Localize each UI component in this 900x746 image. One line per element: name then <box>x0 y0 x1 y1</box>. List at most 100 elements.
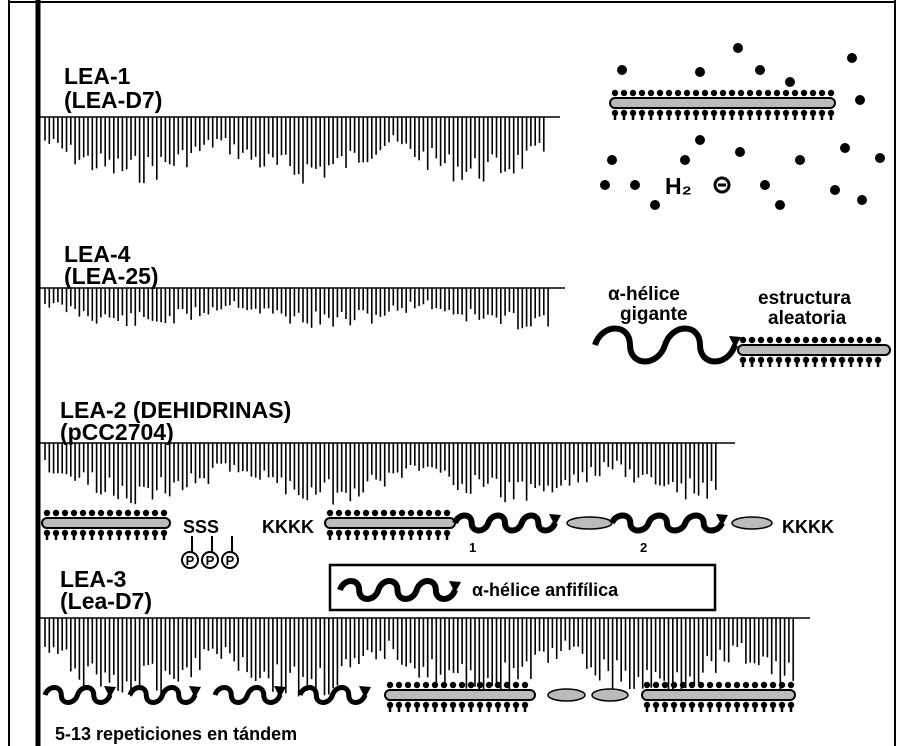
random-label: estructura <box>758 288 851 309</box>
water-molecule <box>855 95 865 105</box>
bead <box>644 682 650 688</box>
bead <box>783 90 789 96</box>
bead <box>758 337 764 343</box>
bead <box>812 337 818 343</box>
bead <box>495 682 501 688</box>
bead <box>435 510 441 516</box>
water-molecule <box>680 155 690 165</box>
bead <box>399 510 405 516</box>
bead <box>749 337 755 343</box>
bead <box>662 682 668 688</box>
bead <box>803 337 809 343</box>
bead <box>738 90 744 96</box>
bead <box>689 682 695 688</box>
bead <box>653 682 659 688</box>
water-molecule <box>795 155 805 165</box>
bead <box>756 90 762 96</box>
bead <box>785 337 791 343</box>
bead <box>396 682 402 688</box>
bead <box>830 337 836 343</box>
bead <box>116 510 122 516</box>
bead <box>648 90 654 96</box>
bead <box>381 510 387 516</box>
helix-label: α-hélice <box>608 284 680 305</box>
bead <box>716 682 722 688</box>
bead <box>414 682 420 688</box>
serine-label: SSS <box>183 517 219 537</box>
bead <box>44 510 50 516</box>
random-label: aleatoria <box>768 308 847 329</box>
bead <box>875 337 881 343</box>
water-molecule <box>735 147 745 157</box>
bead <box>702 90 708 96</box>
bead <box>680 682 686 688</box>
page: LEA-1 (LEA-D7) LEA-4 (LEA-25) LEA-2 (DEH… <box>0 0 900 746</box>
bead <box>426 510 432 516</box>
bead <box>53 510 59 516</box>
bead <box>432 682 438 688</box>
bead <box>740 337 746 343</box>
bead <box>372 510 378 516</box>
bead <box>693 90 699 96</box>
bead <box>459 682 465 688</box>
bead <box>819 90 825 96</box>
bead <box>134 510 140 516</box>
panel-subtitle: (Lea-D7) <box>60 588 152 614</box>
phospho-label: P <box>186 553 195 568</box>
oval <box>592 689 628 701</box>
bead <box>89 510 95 516</box>
bead <box>792 90 798 96</box>
bead <box>612 90 618 96</box>
water-molecule <box>755 65 765 75</box>
bead <box>779 682 785 688</box>
rod <box>385 690 535 700</box>
bead <box>765 90 771 96</box>
water-label: H₂ <box>665 173 692 199</box>
bead <box>450 682 456 688</box>
bead <box>657 90 663 96</box>
bead <box>62 510 68 516</box>
water-molecule <box>875 153 885 163</box>
bead <box>767 337 773 343</box>
lysine-label: KKKK <box>782 517 834 537</box>
panel-title: LEA-1 <box>64 63 131 89</box>
bead <box>408 510 414 516</box>
bead <box>801 90 807 96</box>
bead <box>336 510 342 516</box>
bead <box>125 510 131 516</box>
bead <box>345 510 351 516</box>
bead <box>729 90 735 96</box>
bead <box>828 90 834 96</box>
bead <box>821 337 827 343</box>
bead <box>161 510 167 516</box>
bead <box>734 682 740 688</box>
lysine-label: KKKK <box>262 517 314 537</box>
bead <box>444 510 450 516</box>
water-molecule <box>840 143 850 153</box>
bead <box>405 682 411 688</box>
bead <box>504 682 510 688</box>
bead <box>390 510 396 516</box>
bead <box>671 682 677 688</box>
panel-subtitle: (LEA-25) <box>64 263 159 289</box>
bead <box>486 682 492 688</box>
water-molecule <box>785 77 795 87</box>
water-molecule <box>760 180 770 190</box>
water-molecule <box>607 155 617 165</box>
bead <box>857 337 863 343</box>
bead <box>468 682 474 688</box>
legend-label: α-hélice anfifílica <box>472 580 619 600</box>
bead <box>747 90 753 96</box>
water-molecule <box>695 135 705 145</box>
panel-subtitle: (pCC2704) <box>60 419 174 445</box>
bead <box>675 90 681 96</box>
bead <box>770 682 776 688</box>
bead <box>666 90 672 96</box>
bead <box>711 90 717 96</box>
phospho-label: P <box>226 553 235 568</box>
bead <box>774 90 780 96</box>
bead <box>698 682 704 688</box>
bead <box>794 337 800 343</box>
bead <box>441 682 447 688</box>
bead <box>71 510 77 516</box>
